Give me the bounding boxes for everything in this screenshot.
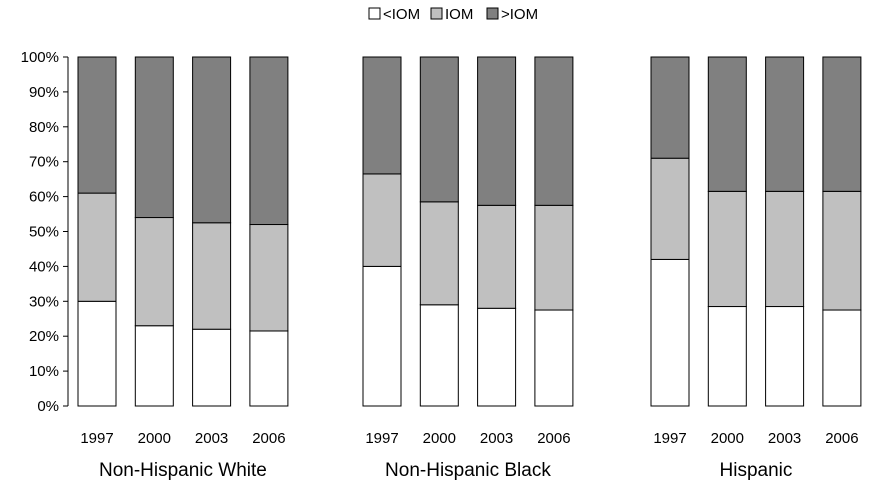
bar-segment-iom xyxy=(477,204,517,309)
x-axis: 1997 2000 2003 2006 1997 2000 2003 2006 1997 2000… xyxy=(80,430,858,481)
bar-segment-iom xyxy=(822,190,862,311)
bar-segment-below-iom xyxy=(134,325,174,407)
bar-segment-below-iom xyxy=(477,307,517,407)
legend-label: IOM xyxy=(445,6,473,23)
y-tick-label: 40% xyxy=(29,258,59,275)
group-label: Non-Hispanic White xyxy=(99,460,267,481)
bar-segment-above-iom xyxy=(77,56,117,194)
bars xyxy=(77,56,862,407)
bar-segment-iom xyxy=(249,224,289,332)
group-label: Hispanic xyxy=(720,460,793,481)
y-tick-label: 60% xyxy=(29,189,59,206)
legend-swatch xyxy=(368,7,381,20)
bar-segment-below-iom xyxy=(765,306,805,407)
y-tick-label: 50% xyxy=(29,224,59,241)
bar-segment-iom xyxy=(362,173,402,267)
bar-segment-below-iom xyxy=(822,309,862,407)
bar-segment-above-iom xyxy=(822,56,862,192)
x-tick-label: 2000 xyxy=(423,430,456,447)
bar-segment-above-iom xyxy=(192,56,232,224)
x-tick-label: 2006 xyxy=(825,430,858,447)
bar-segment-above-iom xyxy=(765,56,805,192)
bar-segment-above-iom xyxy=(650,56,690,159)
bar-segment-iom xyxy=(765,190,805,308)
bar-segment-above-iom xyxy=(534,56,574,206)
legend-swatch xyxy=(486,7,499,20)
bar-segment-above-iom xyxy=(477,56,517,206)
legend: <IOM IOM >IOM xyxy=(368,6,538,23)
legend-label: <IOM xyxy=(383,6,420,23)
legend-label: >IOM xyxy=(501,6,538,23)
bar-segment-iom xyxy=(650,157,690,260)
bar-segment-above-iom xyxy=(707,56,747,192)
bar-segment-iom xyxy=(77,192,117,302)
bar-segment-below-iom xyxy=(419,304,459,407)
bar-segment-below-iom xyxy=(650,258,690,407)
bar-segment-below-iom xyxy=(249,330,289,407)
bar-segment-below-iom xyxy=(362,265,402,407)
bar-segment-iom xyxy=(419,201,459,306)
x-tick-label: 2003 xyxy=(768,430,801,447)
x-tick-label: 2000 xyxy=(138,430,171,447)
y-tick-label: 70% xyxy=(29,154,59,171)
bar-segment-iom xyxy=(192,222,232,330)
bar-segment-iom xyxy=(534,204,574,311)
group-label: Non-Hispanic Black xyxy=(385,460,551,481)
bar-segment-above-iom xyxy=(362,56,402,175)
bar-segment-below-iom xyxy=(192,328,232,407)
x-tick-label: 1997 xyxy=(80,430,113,447)
y-tick-label: 100% xyxy=(21,49,59,66)
bar-segment-below-iom xyxy=(77,300,117,407)
y-axis: 0% 10% 20% 30% 40% 50% 60% 70% 80% 90% 100% xyxy=(21,49,69,415)
y-tick-label: 10% xyxy=(29,363,59,380)
x-tick-label: 1997 xyxy=(365,430,398,447)
bar-segment-below-iom xyxy=(707,306,747,407)
bar-segment-iom xyxy=(134,217,174,327)
y-tick-label: 90% xyxy=(29,84,59,101)
y-tick-label: 20% xyxy=(29,328,59,345)
x-tick-label: 2003 xyxy=(195,430,228,447)
bar-segment-above-iom xyxy=(419,56,459,203)
bar-segment-iom xyxy=(707,190,747,308)
bar-segment-above-iom xyxy=(249,56,289,226)
x-tick-label: 2000 xyxy=(711,430,744,447)
x-tick-label: 1997 xyxy=(653,430,686,447)
bar-segment-above-iom xyxy=(134,56,174,219)
y-tick-label: 30% xyxy=(29,293,59,310)
legend-swatch xyxy=(430,7,443,20)
bar-segment-below-iom xyxy=(534,309,574,407)
y-tick-label: 80% xyxy=(29,119,59,136)
x-tick-label: 2006 xyxy=(537,430,570,447)
y-tick-label: 0% xyxy=(37,398,59,415)
x-tick-label: 2003 xyxy=(480,430,513,447)
x-tick-label: 2006 xyxy=(252,430,285,447)
